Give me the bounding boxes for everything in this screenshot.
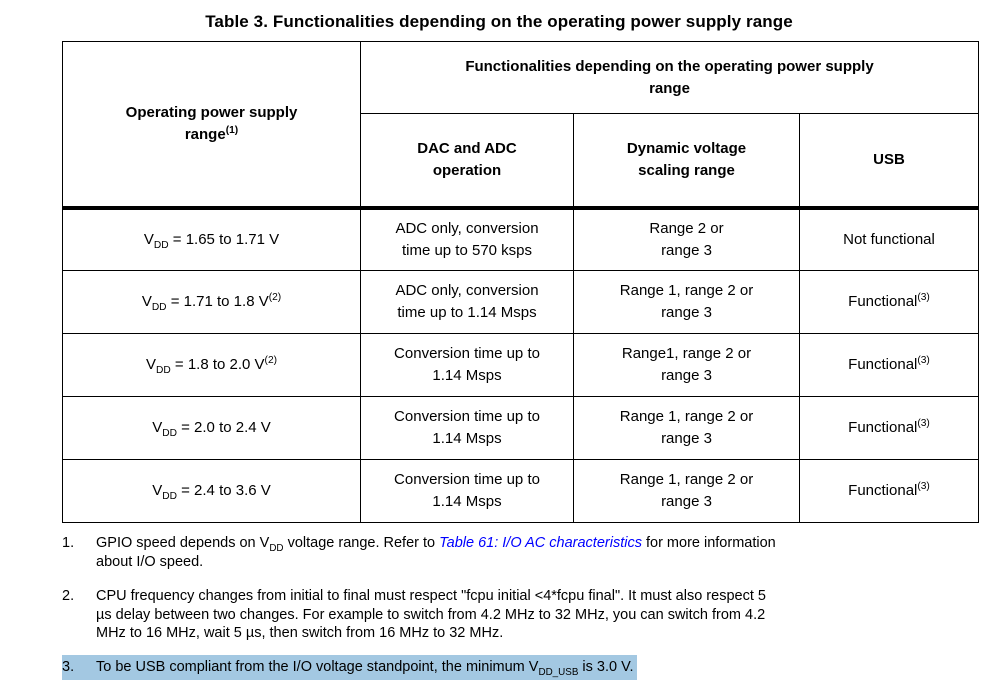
table-row: VDD = 2.4 to 3.6 V Conversion time up to… (62, 459, 979, 523)
cell-usb: Not functional (799, 205, 979, 271)
table-row: VDD = 2.0 to 2.4 V Conversion time up to… (62, 396, 979, 460)
footnote-1-text: GPIO speed depends on VDD voltage range.… (96, 534, 776, 572)
supply-range-value: = 1.65 to 1.71 V (168, 230, 280, 248)
header-dynamic-voltage-scaling: Dynamic voltage scaling range (573, 113, 800, 208)
footnote-3-number: 3. (62, 659, 75, 676)
table-title: Table 3. Functionalities depending on th… (205, 12, 793, 31)
footnote-ref-2: (2) (264, 355, 277, 367)
vdd-symbol: V (141, 293, 152, 311)
cell-supply-range: VDD = 1.71 to 1.8 V(2) (62, 270, 361, 334)
vdd-symbol: V (152, 419, 163, 437)
table-row: VDD = 1.71 to 1.8 V(2) ADC only, convers… (62, 270, 979, 334)
cell-scaling-range: Range 2 or range 3 (573, 205, 800, 271)
footnote-1-text-part: voltage range. Refer to (283, 535, 440, 551)
footnote-2-text: CPU frequency changes from initial to fi… (96, 587, 766, 642)
cell-scaling-range: Range1, range 2 or range 3 (573, 333, 800, 397)
cell-scaling-range: Range 1, range 2 or range 3 (573, 459, 800, 523)
footnote-3-highlight: 3. To be USB compliant from the I/O volta… (62, 655, 637, 681)
cell-usb: Functional(3) (799, 396, 979, 460)
cell-dac-adc: ADC only, conversion time up to 570 ksps (360, 205, 574, 271)
cell-supply-range: VDD = 2.0 to 2.4 V (62, 396, 361, 460)
cell-usb: Functional(3) (799, 333, 979, 397)
cell-supply-range: VDD = 1.65 to 1.71 V (62, 205, 361, 271)
cell-dac-adc: Conversion time up to 1.14 Msps (360, 333, 574, 397)
cell-dac-adc: Conversion time up to 1.14 Msps (360, 396, 574, 460)
header-operating-power-supply-range: Operating power supply range(1) (62, 41, 361, 208)
vdd-subscript: DD (156, 365, 171, 377)
header-col1-label: Operating power supply range (125, 104, 298, 143)
vdd-symbol: V (152, 482, 163, 500)
cell-dac-adc: ADC only, conversion time up to 1.14 Msp… (360, 270, 574, 334)
footnote-2: 2. CPU frequency changes from initial to… (62, 587, 998, 644)
footnote-2-number: 2. (62, 587, 75, 604)
footnote-ref-3: (3) (917, 418, 930, 430)
header-usb: USB (799, 113, 979, 208)
cell-scaling-range: Range 1, range 2 or range 3 (573, 270, 800, 334)
cell-supply-range: VDD = 2.4 to 3.6 V (62, 459, 361, 523)
cell-supply-range: VDD = 1.8 to 2.0 V(2) (62, 333, 361, 397)
table-row: VDD = 1.8 to 2.0 V(2) Conversion time up… (62, 333, 979, 397)
footnote-1-text-part: for more information about I/O speed. (96, 535, 776, 570)
vdd-subscript: DD (162, 491, 177, 503)
cell-usb: Functional(3) (799, 270, 979, 334)
usb-status: Functional (848, 356, 918, 374)
supply-range-value: = 1.8 to 2.0 V (170, 356, 265, 374)
footnote-ref-3: (3) (917, 355, 930, 367)
footnote-ref-3: (3) (917, 292, 930, 304)
usb-status: Functional (848, 419, 918, 437)
header-dac-adc-operation: DAC and ADC operation (360, 113, 574, 208)
supply-range-value: = 2.0 to 2.4 V (176, 419, 271, 437)
footnote-ref-2: (2) (268, 292, 282, 304)
header-group-row: Operating power supply range(1) Function… (62, 41, 979, 208)
vdd-subscript: DD (162, 428, 177, 440)
cell-usb: Functional(3) (799, 459, 979, 523)
footnote-3-text-part: To be USB compliant from the I/O voltage… (96, 659, 539, 676)
supply-range-value: = 2.4 to 3.6 V (176, 482, 271, 500)
vdd-subscript: DD (269, 542, 284, 554)
supply-range-value: = 1.71 to 1.8 V (166, 293, 269, 311)
vdd-subscript: DD (151, 302, 167, 314)
footnotes-section: 1. GPIO speed depends on VDD voltage ran… (62, 534, 998, 681)
cell-dac-adc: Conversion time up to 1.14 Msps (360, 459, 574, 523)
table-row: VDD = 1.65 to 1.71 V ADC only, conversio… (62, 205, 979, 271)
footnote-1-number: 1. (62, 535, 75, 551)
table-61-link[interactable]: Table 61: I/O AC characteristics (439, 535, 642, 551)
footnote-3: 3. To be USB compliant from the I/O volta… (62, 655, 998, 681)
power-supply-functionality-table: Operating power supply range(1) Function… (62, 41, 979, 523)
footnote-3-text-part: is 3.0 V. (578, 659, 634, 676)
vdd-usb-subscript: DD_USB (538, 667, 579, 679)
cell-scaling-range: Range 1, range 2 or range 3 (573, 396, 800, 460)
footnote-ref-1: (1) (225, 124, 239, 136)
usb-status: Not functional (843, 230, 935, 248)
footnote-1: 1. GPIO speed depends on VDD voltage ran… (62, 534, 998, 572)
usb-status: Functional (848, 293, 918, 311)
vdd-symbol: V (143, 230, 154, 248)
vdd-subscript: DD (153, 239, 169, 251)
footnote-1-text-part: GPIO speed depends on V (96, 535, 270, 551)
footnote-ref-3: (3) (917, 481, 930, 493)
header-functionalities-group: Functionalities depending on the operati… (360, 41, 979, 114)
usb-status: Functional (848, 482, 918, 500)
vdd-symbol: V (145, 356, 156, 374)
